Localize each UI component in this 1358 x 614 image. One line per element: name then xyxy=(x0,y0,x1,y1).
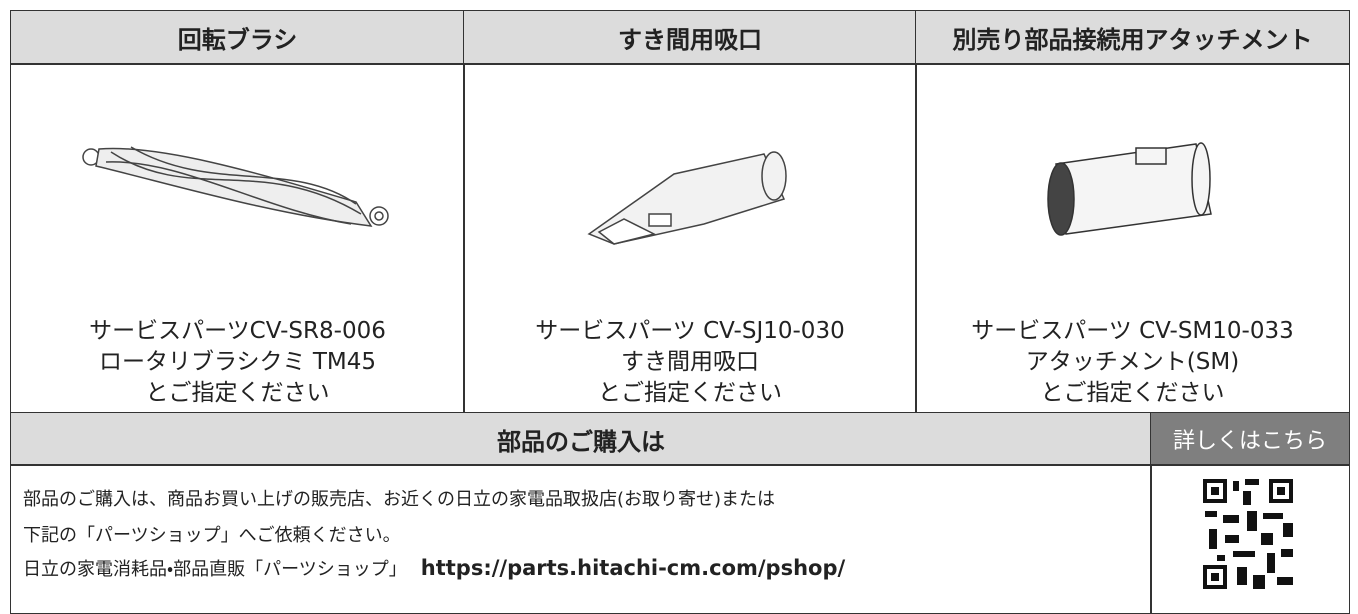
caption-line: サービスパーツCV-SR8-006 xyxy=(89,318,386,344)
qr-cell xyxy=(1150,464,1350,614)
purchase-title: 部品のご購入は xyxy=(10,412,1152,466)
caption-line: とご指定ください xyxy=(598,380,782,406)
purchase-body: 部品のご購入は、商品お買い上げの販売店、お近くの日立の家電品取扱店(お取り寄せ)… xyxy=(10,464,1152,614)
caption: サービスパーツ CV-SJ10-030 すき間用吸口 とご指定ください xyxy=(464,316,916,409)
shop-url[interactable]: https://parts.hitachi-cm.com/pshop/ xyxy=(420,556,846,580)
caption-line: アタッチメント(SM) xyxy=(1025,349,1240,375)
body-line: 下記の「パーツショップ」へご依頼ください。 xyxy=(23,525,401,546)
brush-image xyxy=(82,146,389,227)
product-cell: サービスパーツ CV-SM10-033 アタッチメント(SM) とご指定ください xyxy=(915,63,1350,414)
page: 回転ブラシ すき間用吸口 別売り部品接続用アタッチメント サービスパーツCV-S… xyxy=(10,10,1350,614)
caption-line: サービスパーツ CV-SM10-033 xyxy=(971,318,1294,344)
caption-line: ロータリブラシクミ TM45 xyxy=(98,349,376,375)
qr-code[interactable] xyxy=(1203,479,1293,589)
product-cell: サービスパーツ CV-SJ10-030 すき間用吸口 とご指定ください xyxy=(463,63,917,414)
body-line: 部品のご購入は、商品お買い上げの販売店、お近くの日立の家電品取扱店(お取り寄せ)… xyxy=(23,489,776,510)
nozzle-image xyxy=(587,151,787,245)
caption-line: とご指定ください xyxy=(145,380,330,406)
caption: サービスパーツCV-SR8-006 ロータリブラシクミ TM45 とご指定くださ… xyxy=(11,316,464,409)
caption: サービスパーツ CV-SM10-033 アタッチメント(SM) とご指定ください xyxy=(916,316,1349,409)
attachment-image xyxy=(1047,142,1212,236)
column-header: 回転ブラシ xyxy=(10,10,465,65)
details-link[interactable]: 詳しくはこちら xyxy=(1150,412,1350,466)
body-line: 日立の家電消耗品・部品直販「パーツショップ」 https://parts.hita… xyxy=(23,555,845,581)
body-line: 日立の家電消耗品・部品直販「パーツショップ」 xyxy=(23,559,407,580)
caption-line: とご指定ください xyxy=(1040,380,1225,406)
column-header: すき間用吸口 xyxy=(463,10,917,65)
caption-line: すき間用吸口 xyxy=(621,349,759,375)
column-header: 別売り部品接続用アタッチメント xyxy=(915,10,1350,65)
product-cell: サービスパーツCV-SR8-006 ロータリブラシクミ TM45 とご指定くださ… xyxy=(10,63,465,414)
caption-line: サービスパーツ CV-SJ10-030 xyxy=(535,318,845,344)
